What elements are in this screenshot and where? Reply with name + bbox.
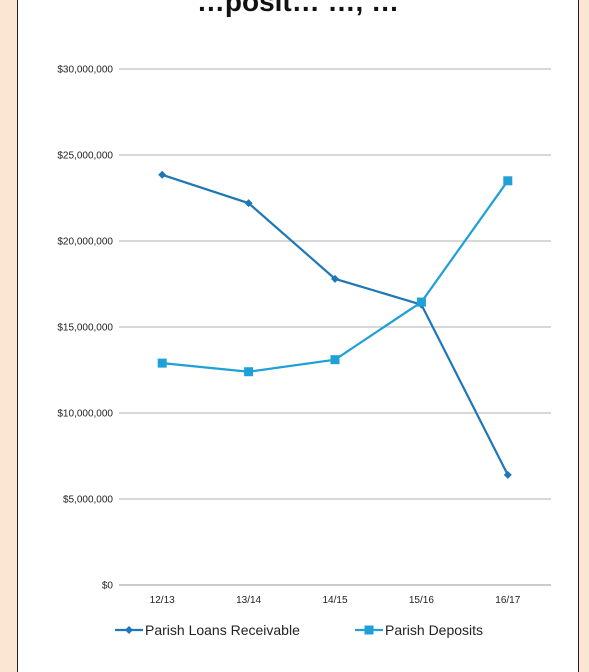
legend-marker [125,626,133,634]
x-tick-label: 13/14 [236,595,261,606]
y-tick-label: $5,000,000 [63,495,113,506]
y-tick-label: $25,000,000 [57,151,113,162]
left-border [0,0,18,672]
y-tick-label: $30,000,000 [57,65,113,76]
data-point [330,355,340,365]
gridlines [119,68,551,586]
legend-marker [364,625,374,635]
series-2 [157,176,513,377]
legend: Parish Loans Receivable Parish Deposits [115,622,483,638]
data-point [416,297,426,307]
series-line [161,173,509,476]
data-point [244,367,254,377]
y-tick-label: $20,000,000 [57,237,113,248]
data-point [331,274,339,283]
data-point [503,176,513,186]
data-point [503,470,512,479]
chart-title: …posit… …, … [196,0,400,17]
x-tick-label: 14/15 [322,595,347,606]
y-tick-label: $10,000,000 [57,409,113,420]
data-point [158,170,167,179]
y-tick-label: $0 [102,581,114,592]
legend-label: Parish Loans Receivable [145,622,300,638]
x-tick-label: 16/17 [495,595,520,606]
series-1 [158,170,512,479]
right-border [578,0,589,672]
y-tick-label: $15,000,000 [57,323,113,334]
data-point [157,358,167,368]
x-tick-label: 15/16 [409,595,434,606]
x-tick-label: 12/13 [150,595,175,606]
legend-label: Parish Deposits [385,622,483,638]
series-lines [157,170,513,479]
data-point [244,199,253,208]
y-tick-labels: $0 $5,000,000 $10,000,000 $15,000,000 $20,00… [57,65,113,592]
x-tick-labels: 12/13 13/14 14/15 15/16 16/17 [150,595,521,606]
